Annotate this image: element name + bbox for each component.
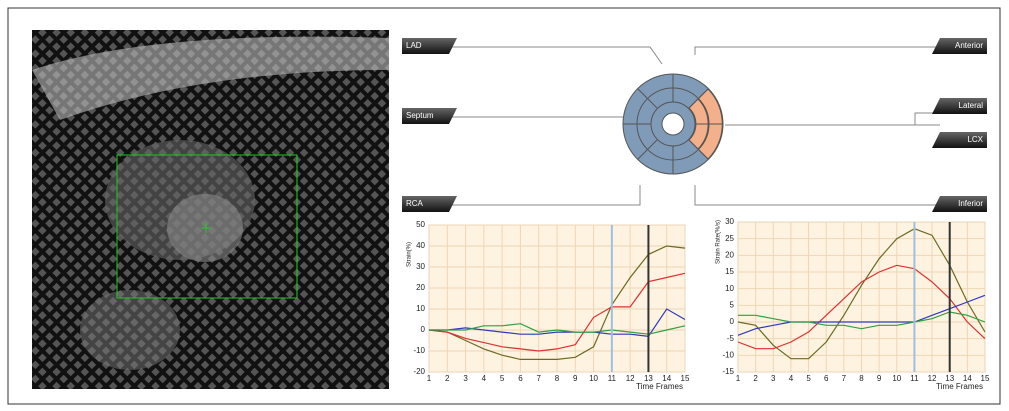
y-tick-label: -5 xyxy=(727,334,735,343)
y-tick-label: 50 xyxy=(416,220,425,229)
y-tick-label: -20 xyxy=(413,367,425,376)
x-tick-label: 9 xyxy=(877,374,882,383)
y-tick-label: 10 xyxy=(725,284,734,293)
y-tick-label: 30 xyxy=(725,217,734,226)
y-tick-label: 0 xyxy=(421,325,426,334)
x-tick-label: 11 xyxy=(608,374,617,383)
tag-label: Anterior xyxy=(955,41,983,50)
x-tick-label: 3 xyxy=(771,374,776,383)
x-tick-label: 11 xyxy=(910,374,919,383)
screen: LAD Septum RCA Anterior Lateral LCX Inferior -… xyxy=(0,0,1009,411)
mri-image xyxy=(32,30,389,389)
y-tick-label: 20 xyxy=(416,283,425,292)
x-tick-label: 9 xyxy=(573,374,578,383)
tag-label: RCA xyxy=(406,199,424,208)
x-tick-label: 5 xyxy=(806,374,811,383)
x-tick-label: 4 xyxy=(482,374,487,383)
x-axis-label: Time Frames xyxy=(636,382,683,391)
x-tick-label: 10 xyxy=(589,374,598,383)
y-tick-label: 10 xyxy=(416,304,425,313)
y-tick-label: -10 xyxy=(413,346,425,355)
y-tick-label: 5 xyxy=(730,300,735,309)
x-tick-label: 8 xyxy=(859,374,864,383)
tag-label: LCX xyxy=(967,135,983,144)
x-tick-label: 7 xyxy=(536,374,541,383)
tag-label: Inferior xyxy=(958,199,983,208)
y-tick-label: 25 xyxy=(725,234,734,243)
y-tick-label: 30 xyxy=(416,262,425,271)
x-tick-label: 5 xyxy=(500,374,505,383)
x-tick-label: 2 xyxy=(753,374,758,383)
x-tick-label: 4 xyxy=(789,374,794,383)
x-tick-label: 3 xyxy=(463,374,468,383)
y-axis-label: Strain Rate(%/s) xyxy=(716,220,722,264)
x-tick-label: 1 xyxy=(427,374,432,383)
y-tick-label: 0 xyxy=(730,317,735,326)
x-tick-label: 1 xyxy=(736,374,741,383)
y-tick-label: -10 xyxy=(722,350,734,359)
x-tick-label: 6 xyxy=(824,374,829,383)
x-axis-label: Time Frames xyxy=(936,382,983,391)
x-tick-label: 6 xyxy=(518,374,523,383)
tag-label: Septum xyxy=(406,111,434,120)
y-axis-label: Strain(%) xyxy=(407,242,413,267)
x-tick-label: 10 xyxy=(892,374,901,383)
y-tick-label: -15 xyxy=(722,367,734,376)
tag-label: Lateral xyxy=(959,101,984,110)
x-tick-label: 8 xyxy=(555,374,560,383)
tag-label: LAD xyxy=(406,41,422,50)
x-tick-label: 12 xyxy=(626,374,635,383)
y-tick-label: 40 xyxy=(416,241,425,250)
x-tick-label: 2 xyxy=(445,374,450,383)
y-tick-label: 20 xyxy=(725,250,734,259)
x-tick-label: 7 xyxy=(842,374,847,383)
y-tick-label: 15 xyxy=(725,267,734,276)
